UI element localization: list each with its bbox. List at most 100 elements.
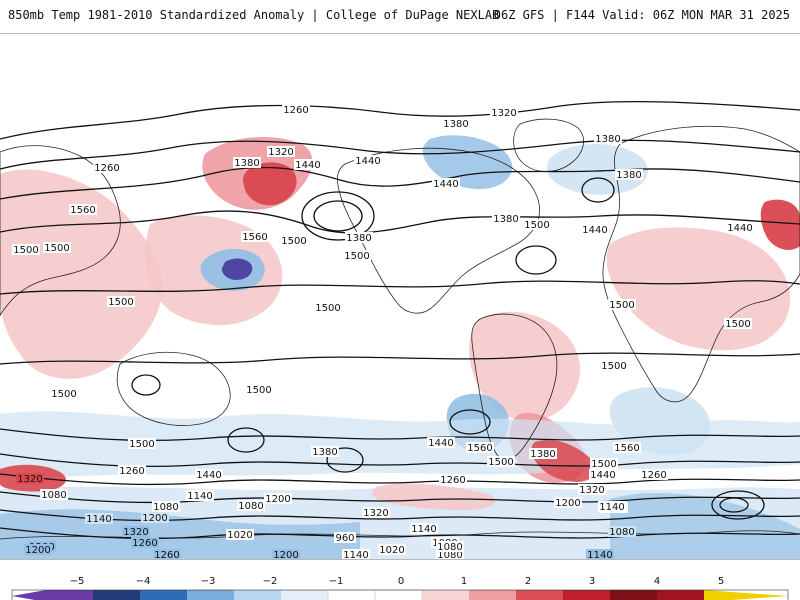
contour-label: 1380 xyxy=(233,157,261,169)
colorbar-bin xyxy=(563,590,610,600)
svg-text:1140: 1140 xyxy=(187,491,212,502)
contour-ring xyxy=(449,409,491,435)
contour-line xyxy=(0,139,800,170)
svg-text:1200: 1200 xyxy=(265,494,290,505)
svg-text:1380: 1380 xyxy=(234,158,259,169)
contour-label: 1440 xyxy=(726,222,754,234)
cold-anomaly-area xyxy=(546,144,648,195)
svg-text:1140: 1140 xyxy=(599,502,624,513)
contour-label: 960 xyxy=(334,532,356,544)
svg-text:1260: 1260 xyxy=(94,163,119,174)
colorbar-outline xyxy=(11,589,789,600)
contour-label: 1200 xyxy=(24,544,52,556)
colorbar-bin xyxy=(610,590,657,600)
contour-label: 1320 xyxy=(490,107,518,119)
svg-text:1200: 1200 xyxy=(555,498,580,509)
colorbar-bin xyxy=(281,590,328,600)
svg-text:1500: 1500 xyxy=(246,385,271,396)
contour-ring xyxy=(227,427,265,453)
svg-text:1500: 1500 xyxy=(44,243,69,254)
contour-label: 1140 xyxy=(598,501,626,513)
colorbar-bin xyxy=(46,590,93,600)
contour-label: 1320 xyxy=(578,484,606,496)
svg-text:1320: 1320 xyxy=(268,147,293,158)
contour-label: 1440 xyxy=(427,437,455,449)
svg-text:1320: 1320 xyxy=(363,508,388,519)
svg-text:1380: 1380 xyxy=(443,119,468,130)
map-title: 850mb Temp 1981-2010 Standardized Anomal… xyxy=(8,8,500,22)
svg-text:1200: 1200 xyxy=(25,545,50,556)
colorbar-tick-label: 1 xyxy=(460,576,468,587)
svg-text:1500: 1500 xyxy=(281,236,306,247)
svg-text:1260: 1260 xyxy=(119,466,144,477)
svg-text:1440: 1440 xyxy=(590,470,615,481)
contour-label: 1260 xyxy=(93,162,121,174)
contour-label: 1200 xyxy=(272,549,300,559)
contour-label: 1260 xyxy=(118,465,146,477)
contour-label: 1140 xyxy=(85,513,113,525)
contour-label: 1260 xyxy=(439,474,467,486)
colorbar-tick-label: 5 xyxy=(717,576,725,587)
contour-label: 1500 xyxy=(50,388,78,400)
world-map: 1260 1320 1380 1380 1260 1320 1380 1440 … xyxy=(0,33,800,560)
svg-text:1380: 1380 xyxy=(595,134,620,145)
contour-line xyxy=(0,166,800,200)
contour-label: 1440 xyxy=(294,159,322,171)
svg-text:1560: 1560 xyxy=(614,443,639,454)
colorbar: −5 −4 −3 −2 −1 0 1 2 3 4 5 xyxy=(0,568,800,600)
svg-text:1500: 1500 xyxy=(108,297,133,308)
contour-label: 1380 xyxy=(345,232,373,244)
contour-label: 1320 xyxy=(362,507,390,519)
contour-label: 1500 xyxy=(600,360,628,372)
contour-line xyxy=(0,280,800,295)
contour-label: 1500 xyxy=(608,299,636,311)
colorbar-bin xyxy=(187,590,234,600)
colorbar-arrow-right xyxy=(704,590,788,600)
svg-text:1320: 1320 xyxy=(17,474,42,485)
contour-label: 1380 xyxy=(615,169,643,181)
contour-label: 1140 xyxy=(342,549,370,559)
svg-text:1260: 1260 xyxy=(132,538,157,549)
svg-text:1560: 1560 xyxy=(467,443,492,454)
svg-text:1500: 1500 xyxy=(344,251,369,262)
colorbar-tick-label: −4 xyxy=(135,576,151,587)
contour-label: 1500 xyxy=(128,438,156,450)
contour-label: 1440 xyxy=(195,469,223,481)
svg-text:1020: 1020 xyxy=(379,545,404,556)
contour-ring xyxy=(313,200,363,232)
svg-text:1380: 1380 xyxy=(530,449,555,460)
svg-text:1380: 1380 xyxy=(312,447,337,458)
contour-label: 1500 xyxy=(590,458,618,470)
contour-label: 1380 xyxy=(529,448,557,460)
svg-text:1200: 1200 xyxy=(273,550,298,559)
header: 850mb Temp 1981-2010 Standardized Anomal… xyxy=(0,0,800,30)
svg-text:1140: 1140 xyxy=(343,550,368,559)
contour-label: 1080 xyxy=(436,549,464,559)
svg-text:1440: 1440 xyxy=(196,470,221,481)
svg-text:1500: 1500 xyxy=(601,361,626,372)
svg-text:1560: 1560 xyxy=(70,205,95,216)
model-run-info: 06Z GFS | F144 Valid: 06Z MON MAR 31 202… xyxy=(493,8,790,22)
warm-anomaly-area xyxy=(243,162,297,206)
coastline xyxy=(116,351,231,426)
contour-label: 1080 xyxy=(237,500,265,512)
contour-label: 1500 xyxy=(314,302,342,314)
contour-label: 1440 xyxy=(589,469,617,481)
colorbar-graphic xyxy=(11,589,789,600)
colorbar-tick-label: −1 xyxy=(328,576,344,587)
warm-anomaly-area xyxy=(469,311,580,421)
contour-ring xyxy=(326,447,364,473)
svg-text:1500: 1500 xyxy=(129,439,154,450)
svg-text:1500: 1500 xyxy=(591,459,616,470)
contour-label: 1500 xyxy=(523,219,551,231)
colorbar-tick-label: 0 xyxy=(397,576,405,587)
contour-ring xyxy=(719,497,749,513)
svg-text:1080: 1080 xyxy=(437,542,462,553)
contour-label: 1320 xyxy=(267,146,295,158)
contour-label: 1200 xyxy=(141,512,169,524)
contour-label: 1260 xyxy=(282,104,310,116)
contour-label: 1080 xyxy=(40,489,68,501)
contour-label: 1200 xyxy=(264,493,292,505)
colorbar-tick-label: −5 xyxy=(69,576,85,587)
contour-label: 1020 xyxy=(378,544,406,556)
